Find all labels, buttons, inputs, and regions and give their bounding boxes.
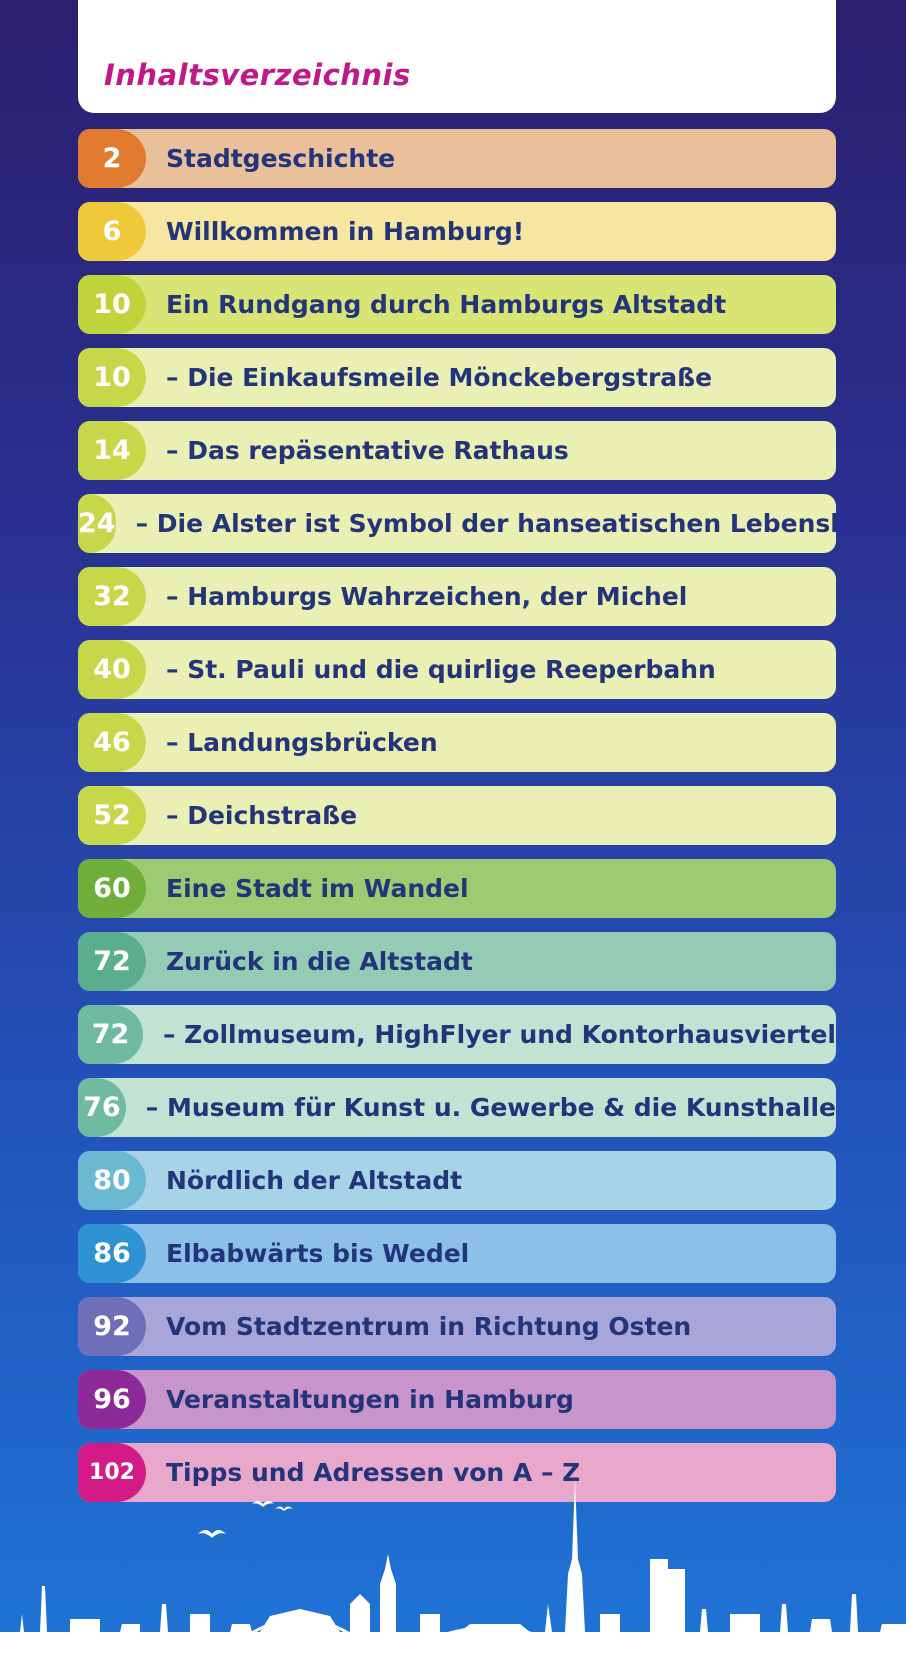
toc-row[interactable]: 80 Nördlich der Altstadt xyxy=(78,1151,836,1210)
toc-entry-title: – Das repäsentative Rathaus xyxy=(166,436,569,465)
toc-page-number: 86 xyxy=(78,1224,146,1283)
toc-page-number: 102 xyxy=(78,1443,146,1502)
toc-entry-title: – Museum für Kunst u. Gewerbe & die Kuns… xyxy=(145,1093,836,1122)
toc-entry-title: – Die Einkaufsmeile Mönckebergstraße xyxy=(166,363,713,392)
toc-row[interactable]: 72 Zurück in die Altstadt xyxy=(78,932,836,991)
toc-row[interactable]: 52 – Deichstraße xyxy=(78,786,836,845)
page-title: Inhaltsverzeichnis xyxy=(104,58,411,92)
toc-row[interactable]: 96 Veranstaltungen in Hamburg xyxy=(78,1370,836,1429)
toc-row[interactable]: 46 – Landungsbrücken xyxy=(78,713,836,772)
toc-row[interactable]: 76 – Museum für Kunst u. Gewerbe & die Ku… xyxy=(78,1078,836,1137)
toc-page-number: 60 xyxy=(78,859,146,918)
hamburg-skyline-illustration xyxy=(0,1479,906,1654)
toc-page-number: 96 xyxy=(78,1370,146,1429)
toc-page-number: 76 xyxy=(78,1078,126,1137)
toc-row[interactable]: 24 – Die Alster ist Symbol der hanseatisc… xyxy=(78,494,836,553)
toc-row[interactable]: 72 – Zollmuseum, HighFlyer und Kontorhaus… xyxy=(78,1005,836,1064)
toc-entry-title: Nördlich der Altstadt xyxy=(166,1166,463,1195)
toc-page-number: 10 xyxy=(78,275,146,334)
toc-entry-title: Elbabwärts bis Wedel xyxy=(166,1239,470,1268)
toc-page-number: 32 xyxy=(78,567,146,626)
toc-entry-title: – Deichstraße xyxy=(166,801,358,830)
toc-entry-title: – Hamburgs Wahrzeichen, der Michel xyxy=(166,582,688,611)
header-card: Inhaltsverzeichnis xyxy=(78,0,836,113)
toc-page-number: 14 xyxy=(78,421,146,480)
toc-row[interactable]: 32 – Hamburgs Wahrzeichen, der Michel xyxy=(78,567,836,626)
toc-row[interactable]: 14 – Das repäsentative Rathaus xyxy=(78,421,836,480)
toc-entry-title: Stadtgeschichte xyxy=(166,144,396,173)
toc-entry-title: – St. Pauli und die quirlige Reeperbahn xyxy=(166,655,716,684)
table-of-contents: 2 Stadtgeschichte 6 Willkommen in Hamburg! 1… xyxy=(78,129,836,1516)
toc-row[interactable]: 2 Stadtgeschichte xyxy=(78,129,836,188)
toc-row[interactable]: 102 Tipps und Adressen von A – Z xyxy=(78,1443,836,1502)
toc-page-number: 52 xyxy=(78,786,146,845)
toc-row[interactable]: 6 Willkommen in Hamburg! xyxy=(78,202,836,261)
toc-row[interactable]: 86 Elbabwärts bis Wedel xyxy=(78,1224,836,1283)
toc-page-number: 72 xyxy=(78,1005,143,1064)
toc-page-number: 72 xyxy=(78,932,146,991)
toc-page-number: 10 xyxy=(78,348,146,407)
toc-page-number: 6 xyxy=(78,202,146,261)
toc-entry-title: – Landungsbrücken xyxy=(166,728,438,757)
toc-page-number: 2 xyxy=(78,129,146,188)
toc-entry-title: Veranstaltungen in Hamburg xyxy=(166,1385,574,1414)
toc-entry-title: Tipps und Adressen von A – Z xyxy=(166,1458,581,1487)
toc-entry-title: Zurück in die Altstadt xyxy=(166,947,473,976)
toc-entry-title: Eine Stadt im Wandel xyxy=(166,874,469,903)
toc-row[interactable]: 60 Eine Stadt im Wandel xyxy=(78,859,836,918)
toc-row[interactable]: 10 – Die Einkaufsmeile Mönckebergstraße xyxy=(78,348,836,407)
toc-row[interactable]: 10 Ein Rundgang durch Hamburgs Altstadt xyxy=(78,275,836,334)
toc-page-number: 46 xyxy=(78,713,146,772)
toc-page-number: 24 xyxy=(78,494,116,553)
toc-entry-title: Willkommen in Hamburg! xyxy=(166,217,525,246)
toc-page-number: 80 xyxy=(78,1151,146,1210)
toc-row[interactable]: 40 – St. Pauli und die quirlige Reeperbah… xyxy=(78,640,836,699)
toc-entry-title: Ein Rundgang durch Hamburgs Altstadt xyxy=(166,290,727,319)
toc-entry-title: – Die Alster ist Symbol der hanseatische… xyxy=(135,509,836,538)
toc-page-number: 40 xyxy=(78,640,146,699)
toc-row[interactable]: 92 Vom Stadtzentrum in Richtung Osten xyxy=(78,1297,836,1356)
toc-entry-title: – Zollmuseum, HighFlyer und Kontorhausvi… xyxy=(162,1020,836,1049)
toc-page-number: 92 xyxy=(78,1297,146,1356)
toc-entry-title: Vom Stadtzentrum in Richtung Osten xyxy=(166,1312,692,1341)
